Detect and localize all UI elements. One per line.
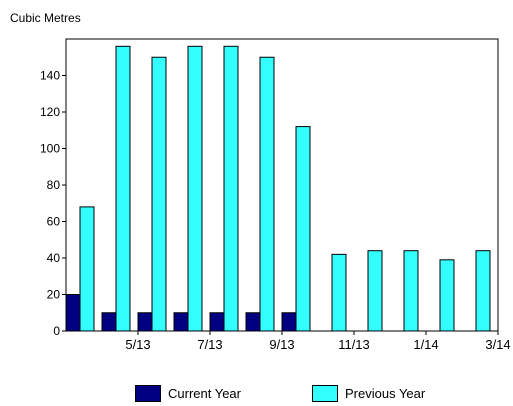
- legend-swatch-previous-year: [312, 385, 338, 402]
- x-tick-label: 3/14: [485, 337, 510, 352]
- x-tick-label: 11/13: [338, 337, 370, 352]
- y-tick-label: 140: [40, 69, 60, 83]
- y-tick-label: 0: [53, 324, 60, 338]
- bar-current-year-10-13: [281, 312, 297, 332]
- legend-current-year: Current Year: [135, 385, 241, 402]
- legend-label-previous-year: Previous Year: [345, 386, 426, 401]
- legend-swatch-current-year: [135, 385, 161, 402]
- bar-current-year-9-13: [245, 312, 261, 332]
- plot-area-border: [65, 38, 499, 332]
- bar-previous-year-8-13: [223, 45, 239, 332]
- y-tick-label: 60: [47, 215, 61, 229]
- bar-previous-year-5-13: [115, 45, 131, 332]
- x-tick-label: 5/13: [125, 337, 150, 352]
- legend-previous-year: Previous Year: [312, 385, 425, 402]
- bar-previous-year-7-13: [187, 45, 203, 332]
- bar-previous-year-6-13: [151, 56, 167, 332]
- y-tick-label: 100: [40, 142, 60, 156]
- x-tick-label: 9/13: [269, 337, 294, 352]
- y-tick-label: 80: [47, 178, 61, 192]
- bar-previous-year-1-14: [403, 250, 419, 332]
- y-tick-label: 20: [47, 288, 61, 302]
- bar-previous-year-12-13: [367, 250, 383, 332]
- y-axis-label: Cubic Metres: [10, 11, 81, 25]
- y-tick-label: 120: [40, 105, 60, 119]
- bar-current-year-7-13: [173, 312, 189, 332]
- x-tick-label: 1/14: [413, 337, 438, 352]
- bar-current-year-4-13: [65, 294, 81, 332]
- bar-previous-year-10-13: [295, 126, 311, 332]
- bar-previous-year-4-13: [79, 206, 95, 332]
- bar-current-year-6-13: [137, 312, 153, 332]
- bar-current-year-5-13: [101, 312, 117, 332]
- bar-previous-year-3-14: [475, 250, 491, 332]
- bar-previous-year-11-13: [331, 253, 347, 332]
- bar-previous-year-2-14: [439, 259, 455, 332]
- x-tick-label: 7/13: [197, 337, 222, 352]
- y-tick-label: 40: [47, 251, 61, 265]
- bar-previous-year-9-13: [259, 56, 275, 332]
- legend-label-current-year: Current Year: [168, 386, 241, 401]
- bar-current-year-8-13: [209, 312, 225, 332]
